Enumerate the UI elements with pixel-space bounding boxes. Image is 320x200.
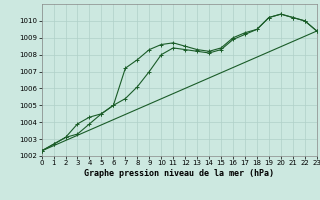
X-axis label: Graphe pression niveau de la mer (hPa): Graphe pression niveau de la mer (hPa) [84,169,274,178]
